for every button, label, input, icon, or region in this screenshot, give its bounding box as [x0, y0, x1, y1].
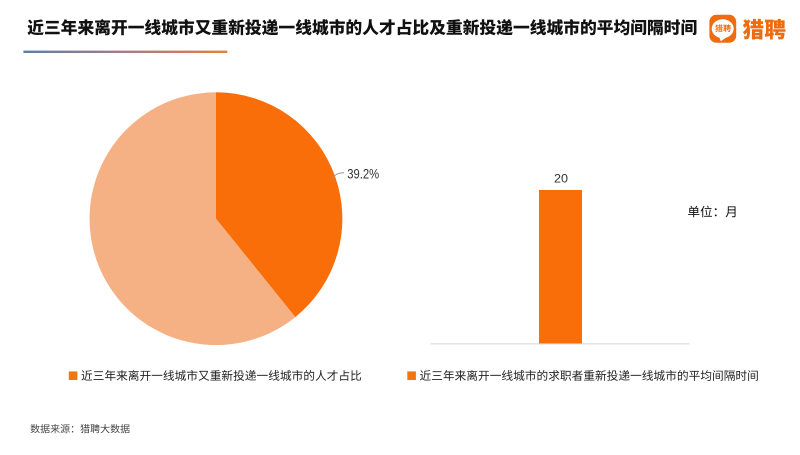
svg-text:39.2%: 39.2%	[347, 166, 379, 181]
svg-text:20: 20	[554, 172, 568, 186]
